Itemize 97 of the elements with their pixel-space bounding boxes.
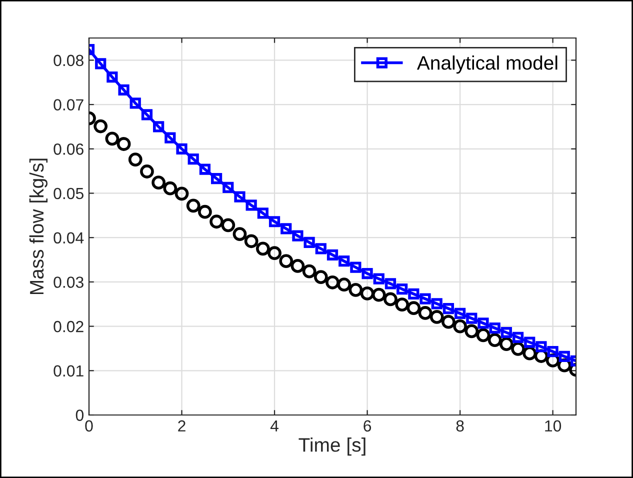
point xyxy=(188,154,199,165)
point xyxy=(536,341,547,352)
x-axis-title: Time [s] xyxy=(298,438,366,456)
point xyxy=(163,181,178,196)
x-tick-label: 2 xyxy=(178,420,186,432)
point xyxy=(186,198,200,213)
point xyxy=(396,283,408,295)
point xyxy=(442,314,456,329)
point xyxy=(406,301,421,316)
point xyxy=(279,254,294,268)
y-axis-title: Mass flow [kg/s] xyxy=(29,158,48,294)
point xyxy=(547,346,558,358)
point xyxy=(395,298,410,312)
point xyxy=(280,223,292,234)
point xyxy=(466,312,478,324)
point xyxy=(105,132,120,146)
point xyxy=(373,273,384,284)
point xyxy=(234,191,246,202)
point xyxy=(256,242,270,256)
point xyxy=(476,328,490,342)
y-tick-label: 0.05 xyxy=(54,188,84,200)
point xyxy=(314,270,328,284)
point xyxy=(430,310,444,324)
point xyxy=(174,186,189,201)
point xyxy=(500,326,512,338)
point xyxy=(488,333,502,347)
y-tick-label: 0.07 xyxy=(54,99,84,110)
point xyxy=(326,249,338,260)
point xyxy=(464,324,479,338)
point xyxy=(140,164,154,178)
point xyxy=(268,246,282,260)
point xyxy=(210,173,222,184)
point xyxy=(511,342,525,356)
point xyxy=(290,259,305,273)
point xyxy=(244,234,258,248)
point xyxy=(360,286,374,300)
point xyxy=(199,164,211,175)
point xyxy=(348,282,363,297)
point xyxy=(246,200,257,211)
point xyxy=(176,143,188,154)
point xyxy=(257,208,268,219)
point xyxy=(372,288,386,302)
point xyxy=(153,121,164,132)
x-tick-label: 10 xyxy=(545,420,562,432)
point xyxy=(326,275,340,290)
point xyxy=(350,262,362,273)
point xyxy=(130,98,141,109)
point xyxy=(489,322,500,334)
x-tick-label: 0 xyxy=(85,420,93,432)
y-tick-label: 0 xyxy=(76,410,84,421)
x-tick-label: 6 xyxy=(364,420,372,432)
point xyxy=(431,298,442,310)
point xyxy=(338,256,350,267)
point xyxy=(362,268,373,280)
point xyxy=(302,264,316,278)
point xyxy=(558,350,570,362)
point xyxy=(116,137,131,151)
point xyxy=(418,306,432,320)
point xyxy=(164,132,176,144)
y-tick-label: 0.04 xyxy=(54,232,84,244)
point xyxy=(408,288,420,300)
point xyxy=(453,319,467,334)
point xyxy=(442,302,454,314)
point xyxy=(95,58,106,70)
point xyxy=(292,230,304,242)
point xyxy=(420,293,431,304)
point xyxy=(512,332,524,343)
point xyxy=(478,318,489,329)
point xyxy=(384,278,396,290)
point xyxy=(118,84,130,96)
point xyxy=(384,292,398,306)
y-tick-label: 0.03 xyxy=(54,276,84,288)
point xyxy=(222,182,234,194)
point xyxy=(94,119,108,134)
point xyxy=(315,243,326,254)
point xyxy=(232,227,247,241)
x-tick-label: 8 xyxy=(456,420,464,432)
point xyxy=(221,218,236,232)
point xyxy=(106,71,118,83)
y-tick-label: 0.08 xyxy=(54,54,84,66)
point xyxy=(268,216,280,228)
point xyxy=(524,336,536,348)
point xyxy=(198,204,212,219)
point xyxy=(304,236,315,248)
legend-label: Analytical model xyxy=(416,56,558,74)
point xyxy=(152,176,166,190)
point xyxy=(141,109,153,120)
y-tick-label: 0.01 xyxy=(54,365,84,377)
point xyxy=(522,346,537,360)
y-tick-label: 0.06 xyxy=(54,144,84,155)
point xyxy=(210,214,224,229)
point xyxy=(499,337,514,351)
x-tick-label: 4 xyxy=(270,420,278,432)
point xyxy=(128,152,142,166)
point xyxy=(337,278,352,292)
y-tick-label: 0.02 xyxy=(54,320,84,332)
point xyxy=(454,308,466,319)
